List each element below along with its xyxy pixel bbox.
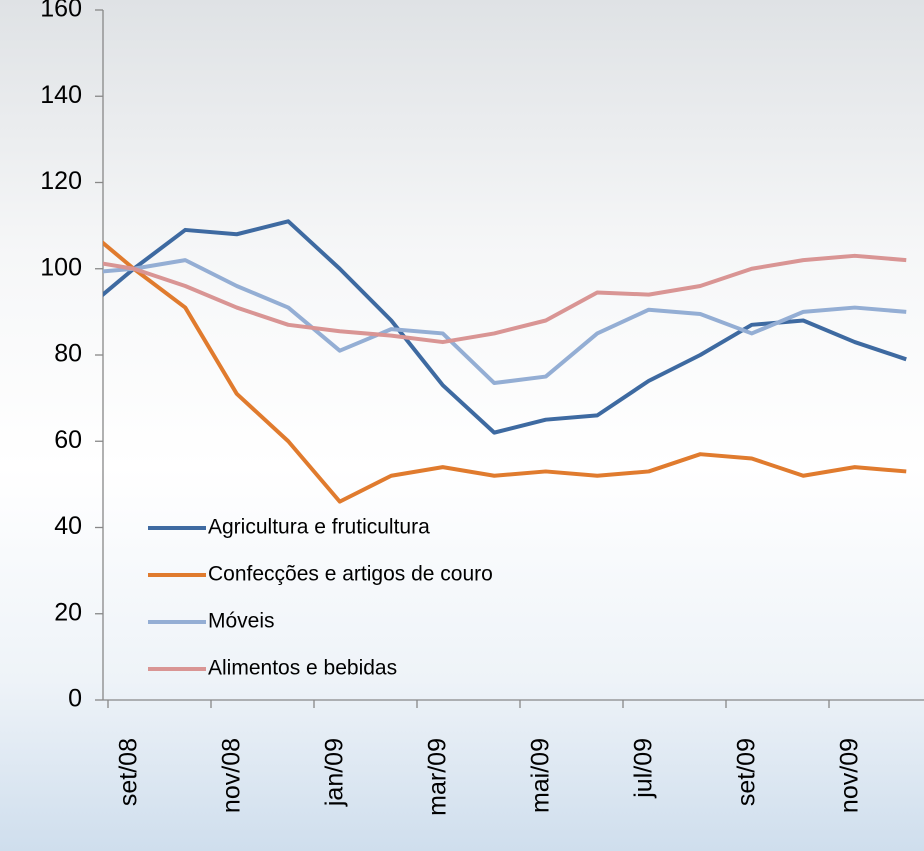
y-tick-label: 0 — [68, 685, 82, 713]
legend-label: Agricultura e fruticultura — [208, 516, 430, 539]
axes: 0 20 40 60 80 100 120 140 160 set/08 nov/08 jan/09 m… — [40, 0, 924, 816]
series-line — [103, 258, 907, 386]
series-line — [103, 253, 907, 345]
x-tick-label: mar/09 — [423, 738, 451, 816]
y-tick-label: 120 — [40, 167, 82, 195]
legend-label: Alimentos e bebidas — [208, 657, 397, 680]
y-tick-label: 80 — [54, 340, 82, 368]
series-line — [103, 219, 907, 435]
x-tick-label: set/08 — [114, 738, 142, 806]
legend-label: Confecções e artigos de couro — [208, 563, 493, 586]
x-tick-label: nov/08 — [217, 738, 245, 813]
plot-area — [103, 219, 907, 504]
x-tick-label: jul/09 — [629, 738, 657, 799]
y-tick-label: 60 — [54, 426, 82, 454]
series-line — [103, 240, 907, 504]
legend: Agricultura e fruticultura Confecções e a… — [148, 516, 493, 680]
y-tick-label: 40 — [54, 512, 82, 540]
x-tick-label: jan/09 — [320, 738, 348, 807]
y-tick-label: 20 — [54, 598, 82, 626]
x-tick-label: mai/09 — [526, 738, 554, 813]
y-tick-label: 140 — [40, 81, 82, 109]
y-tick-label: 100 — [40, 253, 82, 281]
x-tick-label: nov/09 — [835, 738, 863, 813]
y-tick-label: 160 — [40, 0, 82, 23]
x-tick-label: set/09 — [732, 738, 760, 806]
legend-label: Móveis — [208, 610, 275, 633]
